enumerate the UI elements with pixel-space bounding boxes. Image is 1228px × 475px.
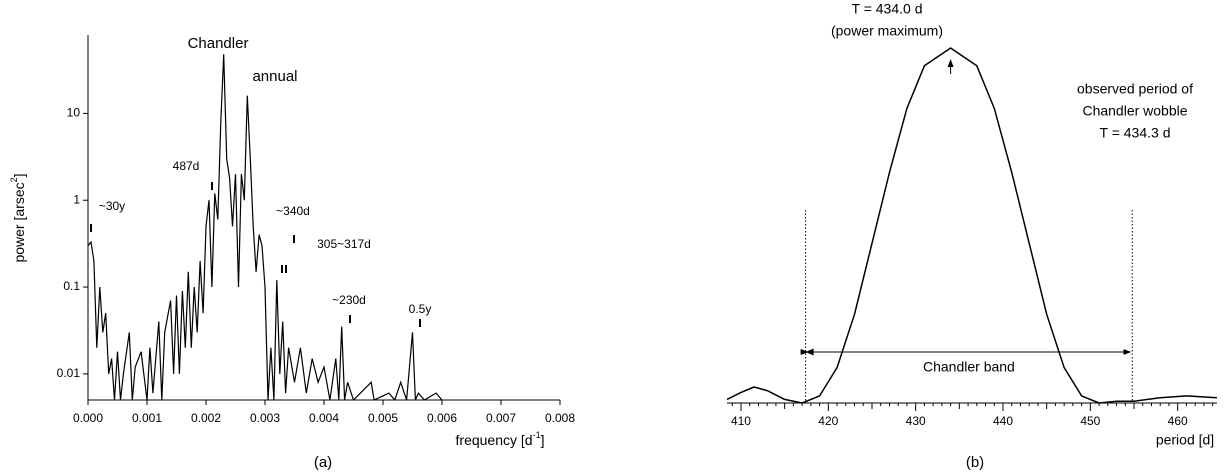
y-tick-label: 0.01 <box>57 366 81 380</box>
x-tick-label: 430 <box>906 414 926 428</box>
x-tick-label: 0.007 <box>486 411 516 425</box>
peak-markers <box>90 182 421 327</box>
y-axis-label: power [arsec2] <box>9 173 26 262</box>
annotation: T = 434.3 d <box>1100 125 1171 141</box>
annotation: Chandler band <box>923 359 1015 375</box>
x-tick-label: 0.001 <box>132 411 162 425</box>
x-tick-label: 0.005 <box>368 411 398 425</box>
annotation: annual <box>252 68 297 85</box>
annotation: Chandler <box>188 35 249 52</box>
annotation: (power maximum) <box>831 23 943 39</box>
x-tick-label: 0.002 <box>191 411 221 425</box>
annotation: 0.5y <box>409 302 432 316</box>
spectrum-line <box>88 54 443 400</box>
power-curve <box>726 47 1218 404</box>
y-tick-label: 0.1 <box>63 279 80 293</box>
x-tick-label: 420 <box>818 414 838 428</box>
x-tick-label: 460 <box>1168 414 1188 428</box>
annotation: ~230d <box>332 293 366 307</box>
x-axis-label: frequency [d-1] <box>456 430 545 447</box>
annotation: observed period of <box>1077 81 1193 97</box>
annotation: Chandler wobble <box>1082 103 1187 119</box>
x-tick-label: 0.003 <box>250 411 280 425</box>
x-tick-label: 0.006 <box>427 411 457 425</box>
y-tick-label: 1 <box>73 192 80 206</box>
annotation: 487d <box>173 159 200 173</box>
annotation: ~340d <box>276 204 310 218</box>
x-tick-label: 0.004 <box>309 411 339 425</box>
band-arrow-head <box>805 348 814 356</box>
panel-label: (b) <box>966 454 984 471</box>
x-tick-label: 440 <box>993 414 1013 428</box>
x-tick-label: 0.000 <box>73 411 103 425</box>
annotation: 305~317d <box>317 237 371 251</box>
x-axis-label: period [d] <box>1156 432 1214 448</box>
panel-label: (a) <box>314 454 332 471</box>
x-tick-label: 0.008 <box>545 411 575 425</box>
x-tick-label: 450 <box>1080 414 1100 428</box>
annotation: ~30y <box>99 199 125 213</box>
annotation: T = 434.0 d <box>852 1 923 17</box>
x-tick-label: 410 <box>731 414 751 428</box>
y-tick-label: 10 <box>67 106 81 120</box>
